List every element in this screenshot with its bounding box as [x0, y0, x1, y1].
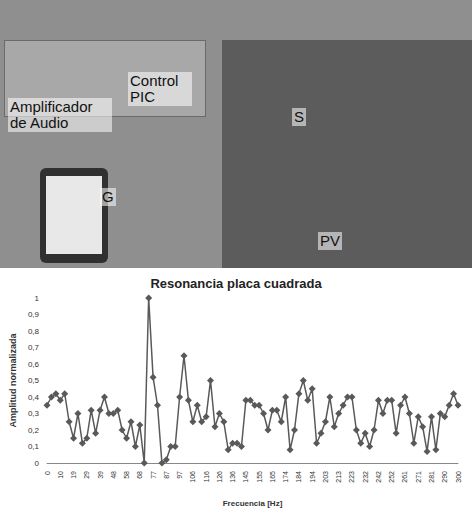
svg-text:39: 39 [97, 471, 104, 479]
svg-text:0,4: 0,4 [28, 393, 40, 402]
svg-text:0,7: 0,7 [28, 343, 40, 352]
svg-text:194: 194 [309, 471, 316, 483]
svg-text:1: 1 [35, 294, 40, 303]
svg-text:68: 68 [136, 471, 143, 479]
svg-text:0,5: 0,5 [28, 376, 40, 385]
svg-text:145: 145 [242, 471, 249, 483]
svg-text:0,3: 0,3 [28, 409, 40, 418]
svg-text:97: 97 [176, 471, 183, 479]
svg-text:Resonancia placa cuadrada: Resonancia placa cuadrada [150, 276, 322, 291]
svg-text:58: 58 [123, 471, 130, 479]
svg-text:0: 0 [44, 471, 51, 475]
svg-text:232: 232 [362, 471, 369, 483]
svg-text:Frecuencia [Hz]: Frecuencia [Hz] [223, 499, 283, 508]
html-text:S: S [294, 108, 304, 125]
svg-text:10: 10 [57, 471, 64, 479]
svg-text:0,2: 0,2 [28, 426, 40, 435]
svg-text:0,6: 0,6 [28, 360, 40, 369]
svg-text:106: 106 [189, 471, 196, 483]
svg-text:0: 0 [35, 459, 40, 468]
svg-text:Amplitud normalizada: Amplitud normalizada [8, 333, 18, 428]
html-text:G: G [102, 188, 114, 205]
svg-text:174: 174 [282, 471, 289, 483]
svg-text:223: 223 [348, 471, 355, 483]
svg-text:116: 116 [203, 471, 210, 482]
html-text:Control PIC: Control PIC [130, 72, 179, 105]
html-text:Amplificador de Audio: Amplificador de Audio [10, 98, 93, 131]
svg-text:136: 136 [229, 471, 236, 483]
svg-text:165: 165 [269, 471, 276, 483]
svg-text:155: 155 [256, 471, 263, 483]
svg-text:0,9: 0,9 [28, 310, 40, 319]
svg-text:300: 300 [455, 471, 462, 483]
svg-text:29: 29 [83, 471, 90, 479]
svg-text:19: 19 [70, 471, 77, 479]
svg-text:290: 290 [441, 471, 448, 483]
svg-text:87: 87 [163, 471, 170, 479]
svg-text:252: 252 [388, 471, 395, 483]
svg-text:203: 203 [322, 471, 329, 483]
svg-text:213: 213 [335, 471, 342, 483]
svg-text:242: 242 [375, 471, 382, 483]
svg-text:0,8: 0,8 [28, 327, 40, 336]
svg-text:261: 261 [401, 471, 408, 483]
svg-text:77: 77 [150, 471, 157, 479]
svg-text:281: 281 [428, 471, 435, 483]
svg-text:184: 184 [295, 471, 302, 483]
html-text:PV: PV [320, 232, 340, 249]
svg-text:0,1: 0,1 [28, 442, 40, 451]
svg-text:48: 48 [110, 471, 117, 479]
svg-text:271: 271 [415, 471, 422, 483]
svg-text:126: 126 [216, 471, 223, 483]
